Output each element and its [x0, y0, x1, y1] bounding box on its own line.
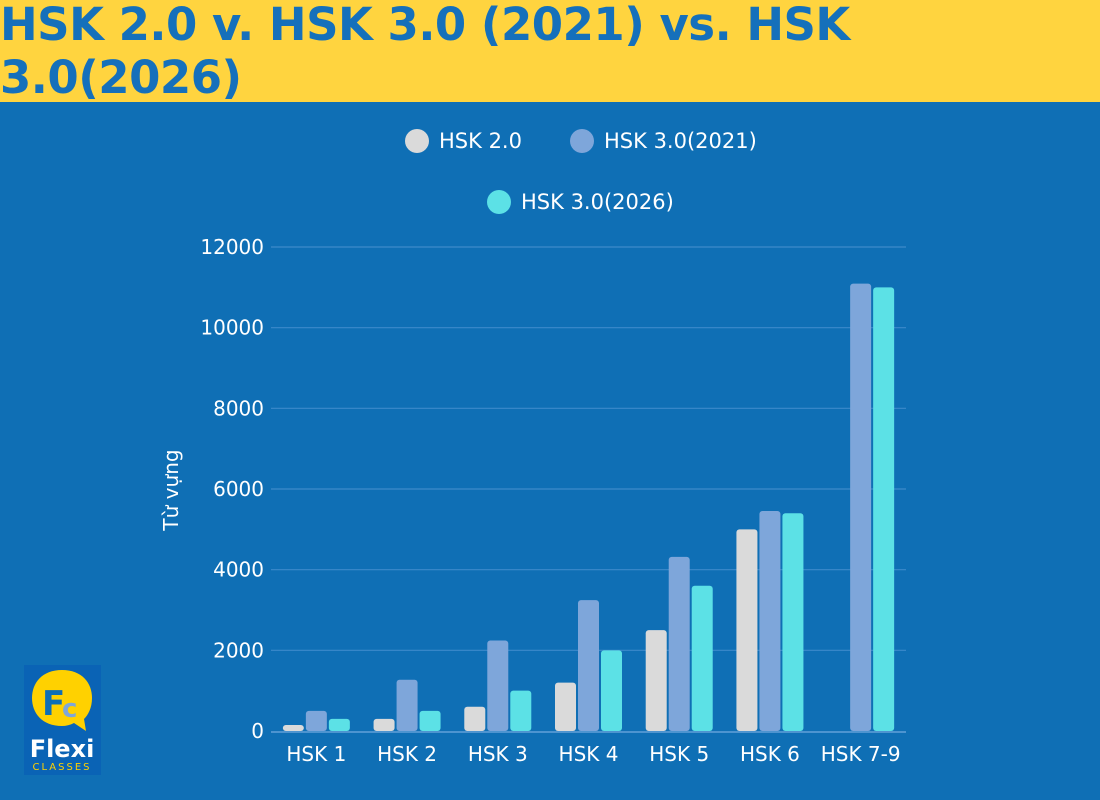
title-band: HSK 2.0 v. HSK 3.0 (2021) vs. HSK 3.0(20… [0, 0, 1100, 104]
bar-hsk-3-0-2021- [578, 600, 599, 731]
legend-swatch [405, 129, 429, 153]
y-tick-label: 0 [251, 719, 264, 743]
svg-text:F: F [42, 684, 65, 724]
y-tick-label: 10000 [200, 316, 264, 340]
svg-text:c: c [62, 694, 77, 724]
bar-hsk-3-0-2021- [759, 510, 781, 731]
chart-title: HSK 2.0 v. HSK 3.0 (2021) vs. HSK 3.0(20… [0, 0, 850, 104]
x-tick-label: HSK 5 [649, 742, 709, 766]
x-tick-label: HSK 4 [559, 742, 619, 766]
y-tick-label: 12000 [200, 235, 264, 259]
bar-hsk-3-0-2026- [873, 287, 895, 731]
y-tick-label: 8000 [213, 396, 264, 420]
legend-swatch [570, 129, 594, 153]
bar-hsk-3-0-2021- [305, 710, 327, 731]
bar-hsk-2-0 [645, 630, 667, 731]
y-tick-label: 2000 [213, 638, 264, 662]
bar-hsk-2-0 [555, 682, 576, 731]
bar-hsk-3-0-2026- [691, 585, 713, 731]
bar-hsk-3-0-2026- [782, 513, 804, 731]
legend-label: HSK 2.0 [439, 129, 522, 153]
bar-hsk-2-0 [464, 706, 486, 731]
legend-label: HSK 3.0(2026) [521, 190, 674, 214]
x-tick-label: HSK 7-9 [821, 742, 901, 766]
bar-hsk-2-0 [373, 718, 395, 731]
x-tick-label: HSK 6 [740, 742, 800, 766]
svg-text:Flexi: Flexi [30, 735, 95, 763]
bar-hsk-3-0-2021- [850, 283, 872, 731]
bar-hsk-3-0-2021- [487, 640, 509, 731]
y-tick-label: 4000 [213, 558, 264, 582]
bar-hsk-3-0-2021- [396, 679, 418, 731]
bar-hsk-2-0 [736, 529, 758, 731]
bar-hsk-3-0-2026- [601, 650, 622, 731]
legend-label: HSK 3.0(2021) [604, 129, 757, 153]
x-tick-label: HSK 1 [286, 742, 346, 766]
x-tick-label: HSK 2 [377, 742, 437, 766]
legend-item-hsk30-2026: HSK 3.0(2026) [487, 190, 674, 214]
legend-item-hsk20: HSK 2.0 [405, 129, 522, 153]
x-tick-label: HSK 3 [468, 742, 528, 766]
bar-hsk-3-0-2026- [510, 690, 532, 731]
y-tick-label: 6000 [213, 477, 264, 501]
svg-text:CLASSES: CLASSES [33, 762, 92, 773]
legend-item-hsk30-2021: HSK 3.0(2021) [570, 129, 757, 153]
legend-swatch [487, 190, 511, 214]
bar-hsk-3-0-2026- [328, 718, 350, 731]
bar-hsk-3-0-2026- [419, 710, 441, 731]
flexi-classes-logo: F c Flexi CLASSES [24, 665, 101, 775]
bar-hsk-2-0 [282, 724, 304, 731]
bar-hsk-3-0-2021- [668, 556, 690, 731]
y-axis-label: Từ vựng [159, 449, 183, 531]
